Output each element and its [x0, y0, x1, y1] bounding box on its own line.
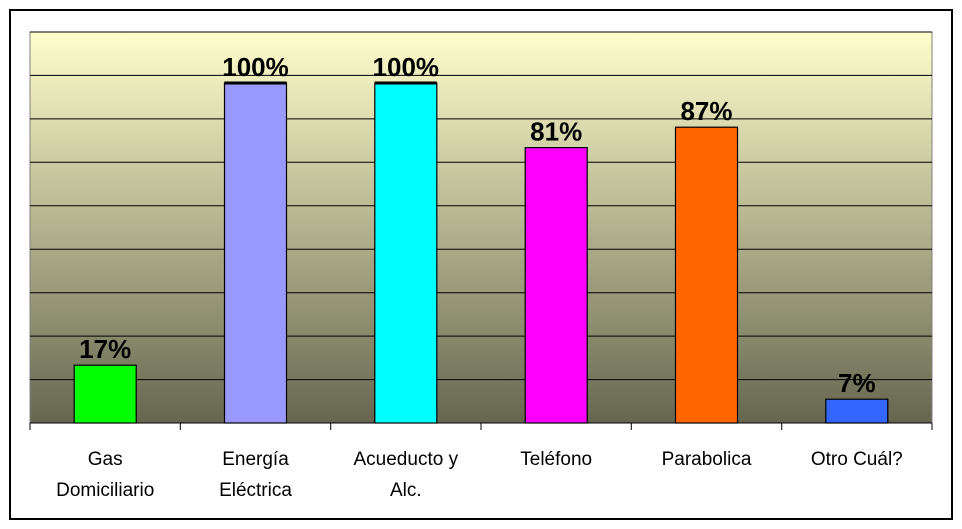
plot-area: [29, 31, 933, 424]
data-label: 100%: [373, 52, 440, 82]
gridlines: [30, 31, 932, 381]
bar: [374, 82, 438, 424]
category-label: Acueducto y: [354, 449, 459, 470]
category-label: Parabolica: [662, 449, 752, 470]
bar: [223, 82, 288, 424]
category-label: Otro Cuál?: [811, 449, 903, 470]
data-label: 7%: [838, 368, 876, 398]
data-label: 100%: [222, 52, 289, 82]
bar: [674, 126, 739, 424]
data-label: 87%: [680, 96, 732, 126]
category-label: Gas: [88, 449, 123, 470]
data-label: 17%: [79, 334, 131, 364]
category-label: Alc.: [390, 480, 422, 501]
bar: [524, 147, 588, 424]
data-labels: 17% 100% 100% 81% 87% 7%: [79, 52, 875, 398]
category-label: Eléctrica: [219, 480, 292, 501]
bar: [73, 364, 137, 424]
data-label: 81%: [530, 117, 582, 147]
category-label: Teléfono: [520, 449, 592, 470]
x-ticks: [29, 423, 933, 430]
category-labels: Gas Domiciliario Energía Eléctrica Acueducto…: [56, 449, 903, 501]
category-label: Domiciliario: [56, 480, 154, 501]
bars: [73, 81, 889, 424]
category-label: Energía: [222, 449, 289, 470]
bar: [825, 398, 889, 424]
